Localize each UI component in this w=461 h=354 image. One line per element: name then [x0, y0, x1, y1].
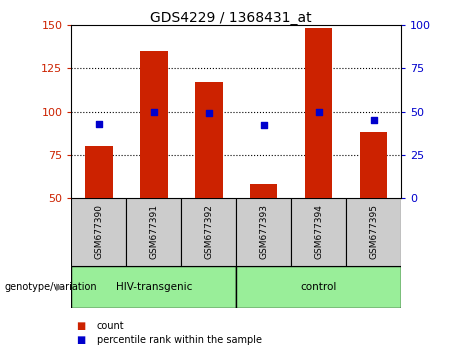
Text: GSM677393: GSM677393 [259, 204, 268, 259]
Point [150, 109, 158, 114]
Point [315, 109, 322, 114]
Bar [181, 198, 236, 266]
Text: GSM677395: GSM677395 [369, 204, 378, 259]
Text: GSM677391: GSM677391 [149, 204, 159, 259]
Bar [140, 51, 168, 198]
Text: percentile rank within the sample: percentile rank within the sample [97, 335, 262, 345]
Bar [346, 198, 401, 266]
Bar [195, 82, 223, 198]
Text: GDS4229 / 1368431_at: GDS4229 / 1368431_at [150, 11, 311, 25]
Bar [236, 266, 401, 308]
Point [205, 110, 213, 116]
Bar [291, 198, 346, 266]
Text: GSM677394: GSM677394 [314, 204, 323, 259]
Text: control: control [301, 282, 337, 292]
Bar [305, 28, 332, 198]
Bar [71, 266, 236, 308]
Bar [250, 184, 278, 198]
Point [260, 122, 267, 128]
Text: ■: ■ [76, 321, 85, 331]
Bar [126, 198, 181, 266]
Point [95, 121, 103, 126]
Bar [236, 198, 291, 266]
Text: GSM677390: GSM677390 [95, 204, 103, 259]
Bar [71, 198, 126, 266]
Text: genotype/variation: genotype/variation [5, 282, 97, 292]
Point [370, 118, 377, 123]
Bar [85, 146, 112, 198]
Text: HIV-transgenic: HIV-transgenic [116, 282, 192, 292]
Text: count: count [97, 321, 124, 331]
Bar [360, 132, 387, 198]
Text: ■: ■ [76, 335, 85, 345]
Text: GSM677392: GSM677392 [204, 204, 213, 259]
Text: ▶: ▶ [56, 282, 64, 292]
